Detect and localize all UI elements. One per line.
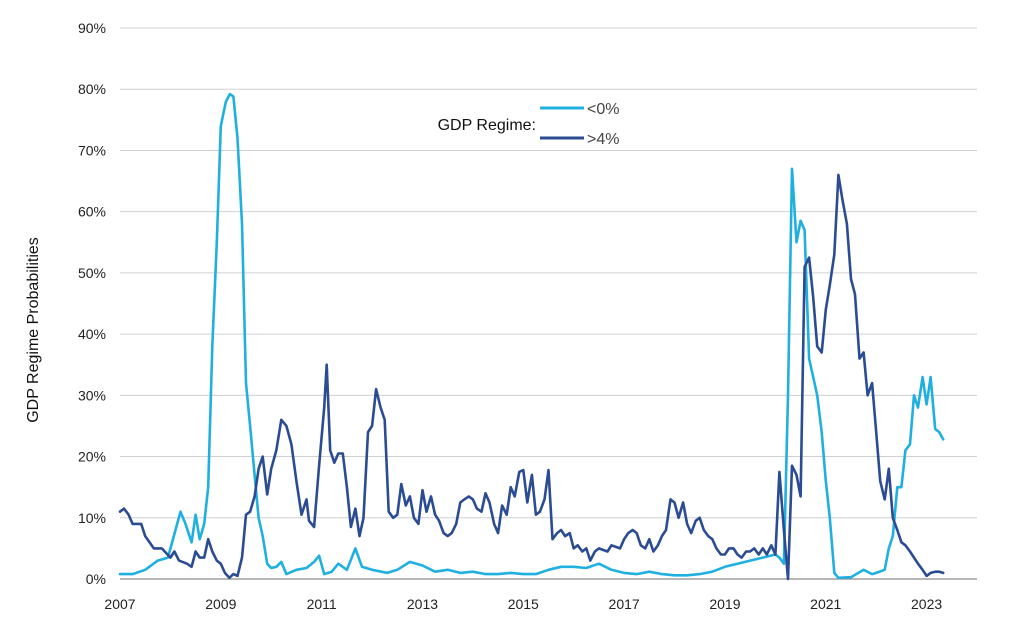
y-tick-label: 90% (78, 20, 106, 36)
y-tick-label: 20% (78, 449, 106, 465)
y-tick-label: 60% (78, 204, 106, 220)
y-tick-label: 0% (86, 571, 106, 587)
legend-title: GDP Regime: (438, 117, 536, 134)
y-tick-label: 10% (78, 510, 106, 526)
x-tick-label: 2011 (307, 596, 337, 612)
legend-label-above-four: >4% (587, 131, 619, 148)
y-tick-label: 30% (78, 387, 106, 403)
y-axis-ticks: 0% 10% 20% 30% 40% 50% 60% 70% 80% 90% (78, 20, 106, 587)
x-tick-label: 2019 (709, 596, 740, 612)
x-tick-label: 2007 (104, 596, 135, 612)
y-tick-label: 40% (78, 326, 106, 342)
x-tick-label: 2023 (911, 596, 942, 612)
x-tick-label: 2013 (407, 596, 438, 612)
y-tick-label: 50% (78, 265, 106, 281)
legend-label-below-zero: <0% (587, 101, 619, 118)
gridlines (120, 27, 977, 580)
y-axis-title: GDP Regime Probabilities (25, 237, 42, 423)
legend: GDP Regime: <0% >4% (438, 101, 620, 148)
x-tick-label: 2017 (609, 596, 640, 612)
x-tick-label: 2009 (205, 596, 236, 612)
x-tick-label: 2021 (810, 596, 841, 612)
series-lines (118, 92, 945, 581)
y-tick-label: 80% (78, 81, 106, 97)
y-tick-label: 70% (78, 142, 106, 158)
x-axis-ticks: 2007 2009 2011 2013 2015 2017 2019 2021 2023 (104, 596, 942, 612)
series-line-above-four (118, 173, 945, 581)
series-line-below-zero (118, 92, 945, 580)
x-tick-label: 2015 (508, 596, 539, 612)
